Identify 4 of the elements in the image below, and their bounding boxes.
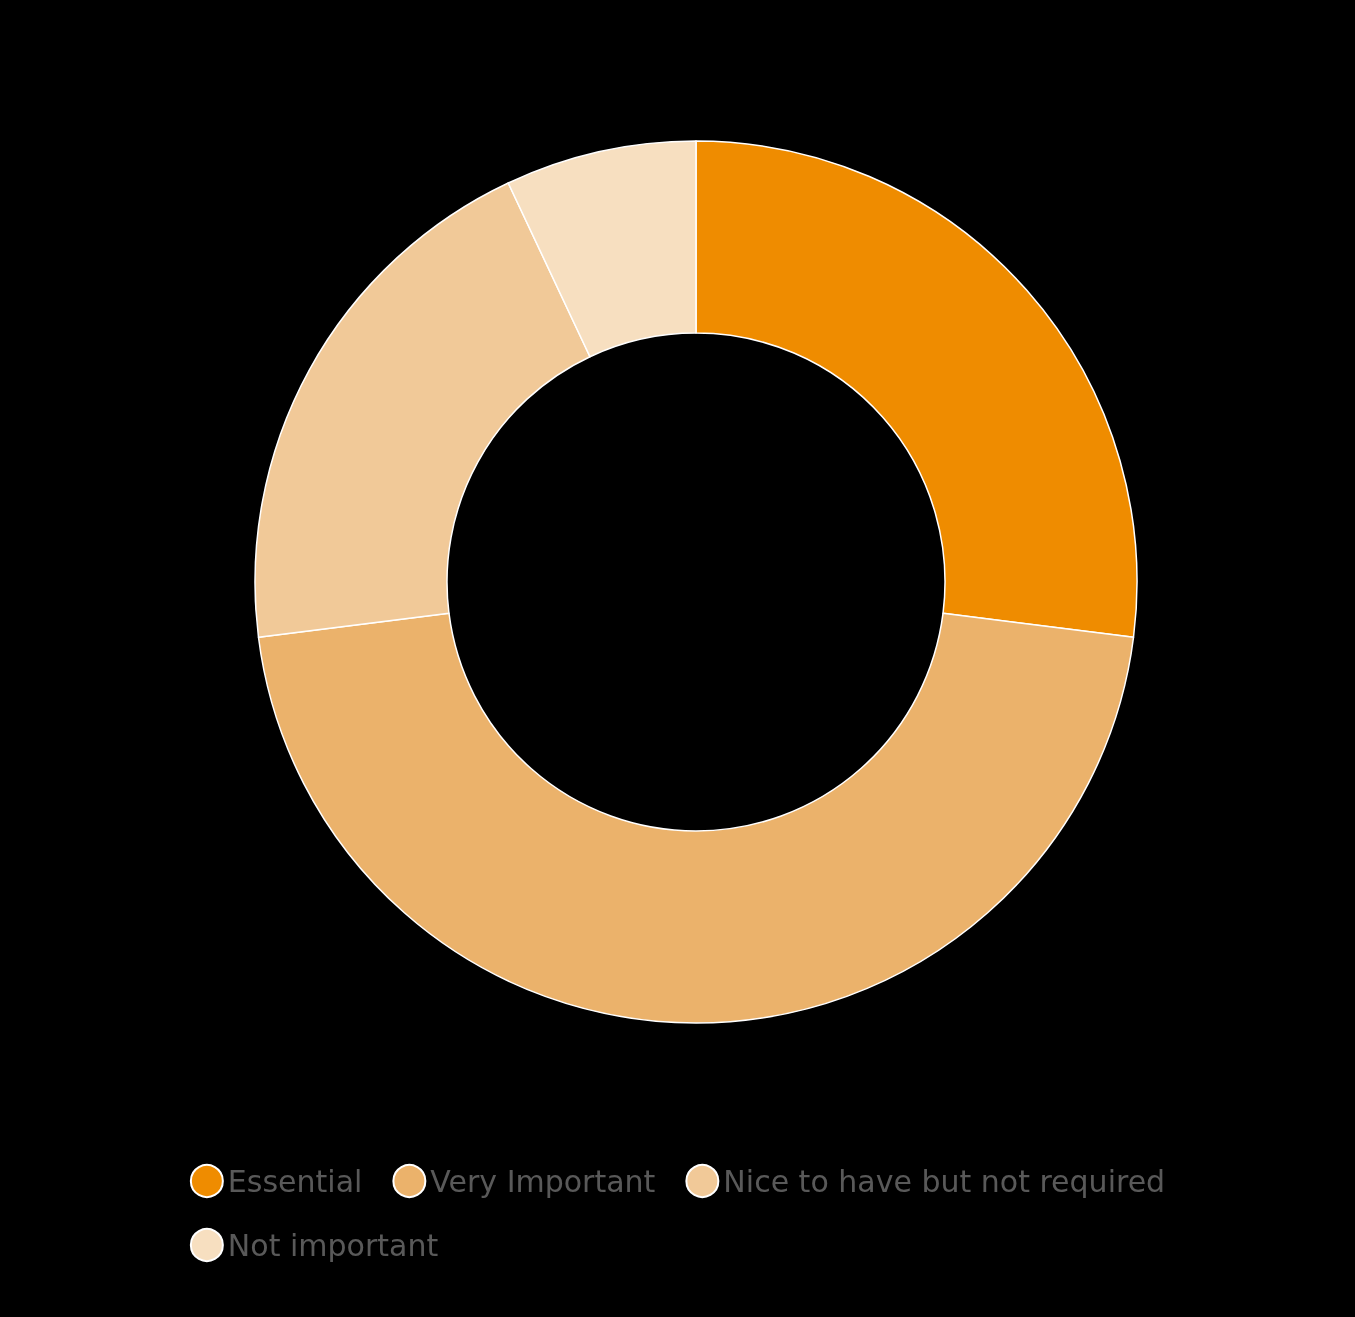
legend-label: Essential: [227, 1163, 363, 1199]
legend-label: Very Important: [430, 1163, 656, 1199]
legend-label: Nice to have but not required: [723, 1163, 1166, 1199]
legend-label: Not important: [227, 1227, 439, 1263]
